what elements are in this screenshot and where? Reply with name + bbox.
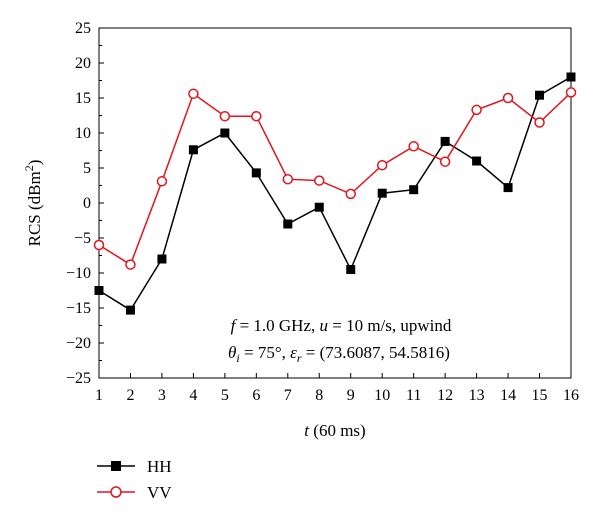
data-point-hh xyxy=(283,219,293,229)
data-point-hh xyxy=(157,254,167,264)
y-tick-label: −10 xyxy=(66,265,91,282)
y-tick-label: −20 xyxy=(66,335,91,352)
data-point-vv xyxy=(156,176,168,187)
x-tick-label: 13 xyxy=(469,387,485,404)
data-point-hh xyxy=(94,286,104,295)
data-point-vv xyxy=(534,117,545,128)
data-point-vv xyxy=(565,87,577,98)
y-tick-label: 25 xyxy=(75,20,91,37)
data-point-vv xyxy=(282,173,294,185)
legend-marker-hh xyxy=(111,461,121,471)
y-axis-label: RCS (dBm2) xyxy=(22,160,44,247)
data-point-hh xyxy=(188,145,198,155)
annotation-frequency: f = 1.0 GHz, u = 10 m/s, upwind xyxy=(231,316,452,335)
x-tick-label: 1 xyxy=(95,387,103,404)
data-point-vv xyxy=(125,259,136,270)
y-tick-label: 15 xyxy=(75,90,91,107)
x-axis-label: t (60 ms) xyxy=(304,421,365,440)
data-point-vv xyxy=(219,110,231,122)
y-axis-ticks: −25 −20 −15 −10 −5 0 5 10 15 20 25 xyxy=(66,20,104,387)
x-tick-label: 8 xyxy=(315,387,323,404)
y-tick-label: 5 xyxy=(83,160,91,177)
x-tick-label: 11 xyxy=(406,387,421,404)
series-line-hh xyxy=(98,76,572,312)
x-tick-label: 9 xyxy=(347,387,355,404)
data-point-vv xyxy=(439,156,451,167)
x-tick-label: 10 xyxy=(374,387,390,404)
data-point-vv xyxy=(93,239,105,251)
data-point-hh xyxy=(125,305,135,315)
legend: HH VV xyxy=(97,457,172,502)
data-point-vv xyxy=(408,141,419,152)
data-point-hh xyxy=(220,128,230,138)
legend-label-vv: VV xyxy=(147,483,172,502)
x-tick-label: 5 xyxy=(221,387,229,404)
series-layer xyxy=(93,72,577,315)
x-axis-ticks: 1 2 3 4 5 6 7 8 9 10 11 12 13 14 15 16 xyxy=(95,373,579,404)
legend-entry-hh: HH xyxy=(97,457,172,476)
x-tick-label: 12 xyxy=(437,387,453,404)
x-tick-label: 6 xyxy=(252,387,260,404)
y-tick-label: −5 xyxy=(74,230,91,247)
series-line-vv xyxy=(98,91,572,266)
y-tick-label: −25 xyxy=(66,370,91,387)
x-tick-label: 3 xyxy=(158,387,166,404)
data-point-hh xyxy=(314,202,324,212)
annotation-angle-permittivity: θi = 75°, εr = (73.6087, 54.5816) xyxy=(228,343,450,365)
data-point-hh xyxy=(377,188,387,198)
data-point-hh xyxy=(472,156,482,166)
data-point-vv xyxy=(251,110,262,122)
x-tick-label: 15 xyxy=(532,387,548,404)
data-point-hh xyxy=(346,265,356,274)
data-point-vv xyxy=(502,92,514,104)
data-point-hh xyxy=(566,72,576,82)
x-tick-label: 4 xyxy=(189,387,197,404)
data-point-hh xyxy=(251,168,261,178)
data-point-vv xyxy=(345,188,356,200)
legend-marker-vv xyxy=(110,486,122,498)
x-tick-label: 16 xyxy=(563,387,579,404)
data-point-hh xyxy=(535,90,545,100)
x-tick-label: 14 xyxy=(500,387,516,404)
y-tick-label: 20 xyxy=(75,55,91,72)
data-point-hh xyxy=(440,136,450,146)
legend-entry-vv: VV xyxy=(97,483,172,502)
x-tick-label: 7 xyxy=(284,387,292,404)
data-point-hh xyxy=(503,183,513,193)
legend-label-hh: HH xyxy=(147,457,172,476)
data-point-vv xyxy=(471,104,482,116)
data-point-vv xyxy=(314,175,325,186)
y-tick-label: 10 xyxy=(75,125,91,142)
data-point-vv xyxy=(188,88,199,100)
x-tick-label: 2 xyxy=(126,387,134,404)
y-tick-label: −15 xyxy=(66,300,91,317)
data-point-vv xyxy=(376,159,388,171)
data-point-hh xyxy=(409,185,419,195)
y-tick-label: 0 xyxy=(83,195,91,212)
